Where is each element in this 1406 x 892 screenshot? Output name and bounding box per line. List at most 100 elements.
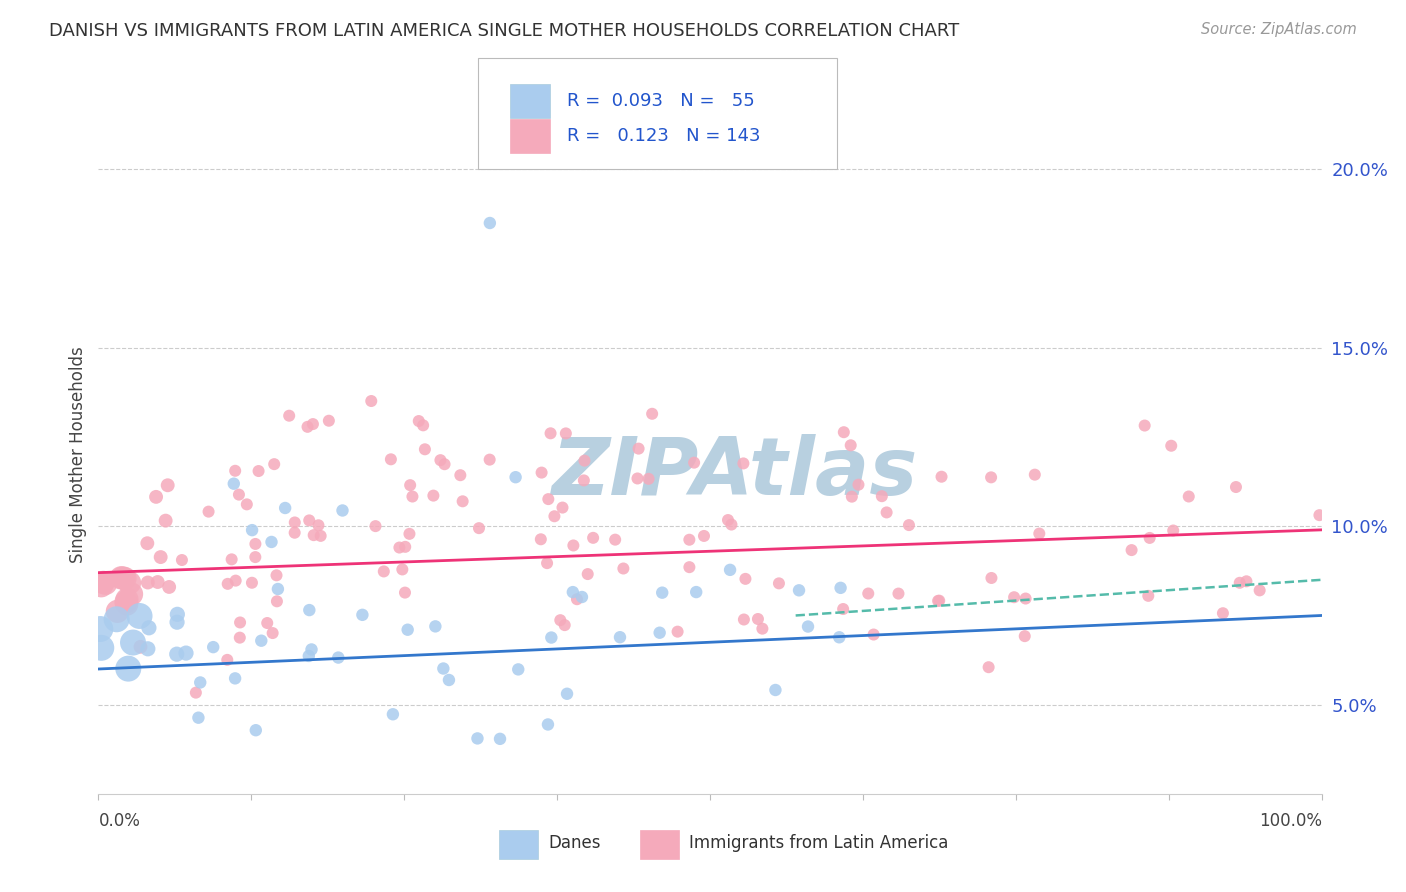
Point bbox=[90, 640, 112, 655]
Point bbox=[90, 579, 112, 593]
Point bbox=[352, 607, 374, 622]
Point bbox=[554, 618, 576, 632]
Point bbox=[451, 494, 474, 508]
Point bbox=[202, 640, 225, 654]
Point bbox=[858, 586, 880, 600]
Point bbox=[841, 490, 863, 504]
Point bbox=[505, 470, 527, 484]
Point bbox=[787, 583, 810, 598]
Point bbox=[605, 533, 627, 547]
Point bbox=[115, 595, 138, 609]
Point bbox=[693, 529, 716, 543]
Point bbox=[927, 594, 949, 608]
Point bbox=[222, 476, 245, 491]
Point bbox=[188, 675, 211, 690]
Point bbox=[413, 442, 436, 457]
Point bbox=[565, 592, 588, 607]
Point bbox=[111, 571, 134, 585]
Point bbox=[641, 407, 664, 421]
Text: Immigrants from Latin America: Immigrants from Latin America bbox=[689, 834, 948, 852]
Point bbox=[1014, 629, 1036, 643]
Point bbox=[1133, 418, 1156, 433]
Point bbox=[931, 469, 953, 483]
Point bbox=[1160, 439, 1182, 453]
Point bbox=[360, 394, 382, 409]
Point bbox=[91, 575, 114, 590]
Point bbox=[187, 711, 209, 725]
Point bbox=[543, 509, 565, 524]
Point bbox=[576, 567, 599, 582]
Point bbox=[1137, 589, 1160, 603]
Point bbox=[332, 503, 354, 517]
Point bbox=[302, 528, 325, 542]
Point bbox=[555, 687, 578, 701]
Point bbox=[184, 686, 207, 700]
Point bbox=[876, 505, 898, 519]
Point bbox=[1139, 531, 1161, 545]
Point bbox=[373, 565, 395, 579]
Point bbox=[307, 518, 329, 533]
Point bbox=[574, 453, 596, 467]
Point bbox=[412, 418, 434, 433]
Point bbox=[236, 497, 259, 511]
Point bbox=[980, 571, 1002, 585]
Point bbox=[136, 641, 159, 656]
Point bbox=[832, 602, 855, 616]
Point bbox=[401, 490, 423, 504]
Point bbox=[540, 426, 562, 441]
Point bbox=[298, 648, 321, 663]
Point bbox=[839, 438, 862, 452]
Point bbox=[217, 577, 239, 591]
Point bbox=[561, 585, 583, 599]
Point bbox=[550, 613, 572, 627]
Point bbox=[830, 581, 852, 595]
Point bbox=[364, 519, 387, 533]
Point bbox=[432, 661, 454, 675]
Point bbox=[146, 574, 169, 589]
Text: Source: ZipAtlas.com: Source: ZipAtlas.com bbox=[1201, 22, 1357, 37]
Point bbox=[678, 533, 700, 547]
Point bbox=[225, 574, 247, 588]
Point bbox=[572, 474, 595, 488]
Point bbox=[245, 550, 267, 565]
Point bbox=[121, 587, 143, 601]
Point bbox=[396, 623, 419, 637]
Point bbox=[250, 633, 273, 648]
Point bbox=[832, 425, 855, 440]
Text: Danes: Danes bbox=[548, 834, 600, 852]
Point bbox=[928, 593, 950, 607]
Point bbox=[648, 625, 671, 640]
Point bbox=[530, 466, 553, 480]
Point bbox=[156, 478, 179, 492]
Point bbox=[266, 568, 288, 582]
Point bbox=[408, 414, 430, 428]
Point bbox=[301, 642, 323, 657]
Point bbox=[229, 631, 252, 645]
Point bbox=[554, 426, 576, 441]
Point bbox=[1014, 591, 1036, 606]
Point bbox=[1161, 524, 1184, 538]
Point bbox=[267, 582, 290, 596]
Point bbox=[551, 500, 574, 515]
Point bbox=[228, 488, 250, 502]
Point bbox=[284, 525, 307, 540]
Point bbox=[284, 516, 307, 530]
Point bbox=[94, 576, 117, 591]
Point bbox=[166, 647, 188, 661]
Point bbox=[394, 585, 416, 599]
Text: R =  0.093   N =   55: R = 0.093 N = 55 bbox=[567, 93, 755, 111]
Point bbox=[683, 456, 706, 470]
Point bbox=[717, 513, 740, 527]
Point bbox=[1249, 583, 1271, 598]
Point bbox=[733, 457, 755, 471]
Point bbox=[862, 627, 884, 641]
Point bbox=[149, 550, 172, 565]
Point bbox=[651, 585, 673, 599]
Point bbox=[115, 592, 138, 607]
Point bbox=[637, 472, 659, 486]
Point bbox=[136, 575, 159, 590]
Point bbox=[309, 529, 332, 543]
Point bbox=[197, 505, 219, 519]
Point bbox=[391, 562, 413, 576]
Point bbox=[1236, 574, 1258, 589]
